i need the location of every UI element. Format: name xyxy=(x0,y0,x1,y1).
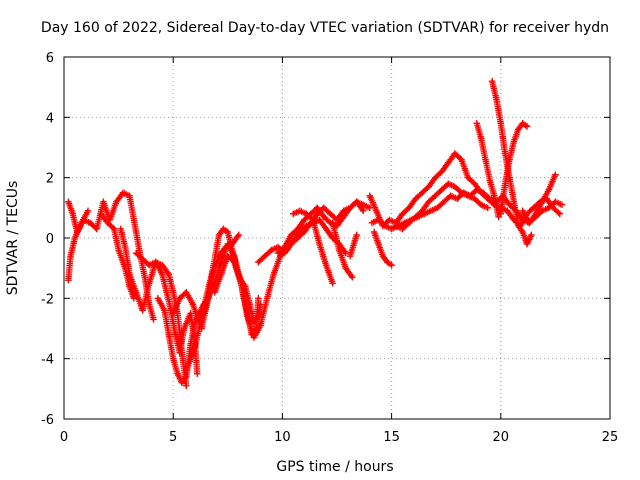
y-tick-label: -4 xyxy=(41,353,54,368)
y-tick-label: 4 xyxy=(46,111,54,126)
chart-title: Day 160 of 2022, Sidereal Day-to-day VTE… xyxy=(41,20,609,36)
data-points xyxy=(65,77,566,390)
series-seg21 xyxy=(488,77,535,248)
series-seg15 xyxy=(346,231,360,260)
x-tick-label: 15 xyxy=(383,430,400,445)
trace-markers xyxy=(497,120,531,218)
trace-markers xyxy=(346,231,360,260)
trace-markers xyxy=(392,180,491,233)
y-tick-label: 2 xyxy=(46,172,54,187)
series-seg19 xyxy=(392,180,491,233)
series-seg20 xyxy=(473,120,502,221)
trace-markers xyxy=(519,171,559,227)
x-tick-label: 25 xyxy=(602,430,619,445)
series-seg3 xyxy=(97,210,138,302)
x-axis-label: GPS time / hours xyxy=(276,459,393,475)
series-seg22 xyxy=(497,120,531,218)
y-tick-label: 0 xyxy=(46,232,54,247)
series-seg23 xyxy=(519,171,559,227)
series-seg4 xyxy=(117,225,190,390)
y-tick-label: -2 xyxy=(41,292,54,307)
trace-markers xyxy=(329,219,356,281)
x-tick-label: 0 xyxy=(60,430,68,445)
axis-ticks: 0 5 10 15 20 25 -6 -4 -2 0 2 4 6 xyxy=(41,51,618,445)
trace-markers xyxy=(65,207,92,284)
trace-markers xyxy=(117,225,190,389)
trace-markers xyxy=(290,207,336,287)
y-axis-label: SDTVAR / TECUs xyxy=(5,181,21,296)
x-tick-label: 10 xyxy=(274,430,291,445)
series-seg10 xyxy=(211,216,349,341)
trace-markers xyxy=(488,77,535,248)
x-tick-label: 20 xyxy=(493,430,510,445)
trace-markers xyxy=(473,120,502,221)
y-tick-label: -6 xyxy=(41,413,54,428)
trace-markers xyxy=(370,228,395,269)
series-seg13 xyxy=(290,207,336,287)
x-tick-label: 5 xyxy=(169,430,177,445)
series-seg18 xyxy=(370,228,395,269)
trace-markers xyxy=(274,198,373,257)
series-seg14 xyxy=(329,219,356,281)
y-tick-label: 6 xyxy=(46,51,54,66)
series-seg2 xyxy=(65,207,92,284)
trace-markers xyxy=(211,216,349,341)
trace-markers xyxy=(97,210,138,302)
